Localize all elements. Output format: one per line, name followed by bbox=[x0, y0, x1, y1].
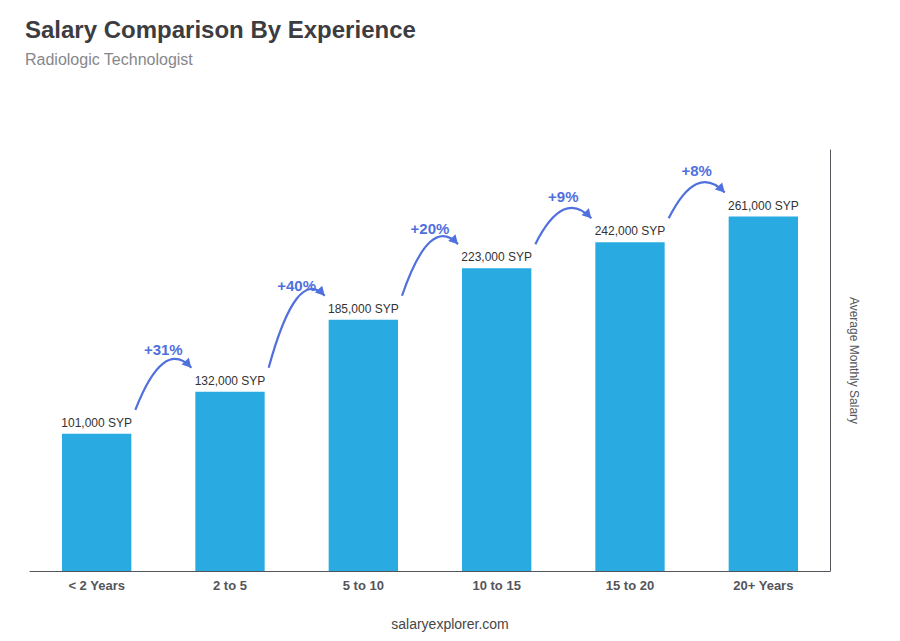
svg-text:185,000 SYP: 185,000 SYP bbox=[328, 302, 399, 316]
svg-text:+20%: +20% bbox=[411, 220, 450, 237]
svg-text:261,000 SYP: 261,000 SYP bbox=[728, 199, 799, 213]
svg-text:+9%: +9% bbox=[548, 188, 578, 205]
svg-text:223,000 SYP: 223,000 SYP bbox=[461, 250, 532, 264]
svg-text:+31%: +31% bbox=[144, 341, 183, 358]
svg-text:20+ Years: 20+ Years bbox=[733, 578, 793, 593]
svg-text:Radiologic Technologist: Radiologic Technologist bbox=[25, 51, 193, 68]
svg-text:Salary Comparison By Experienc: Salary Comparison By Experience bbox=[25, 16, 416, 43]
svg-text:Average Monthly Salary: Average Monthly Salary bbox=[847, 297, 861, 424]
svg-text:2 to 5: 2 to 5 bbox=[213, 578, 247, 593]
svg-text:242,000 SYP: 242,000 SYP bbox=[595, 224, 666, 238]
svg-text:101,000 SYP: 101,000 SYP bbox=[61, 416, 132, 430]
svg-text:15 to 20: 15 to 20 bbox=[606, 578, 654, 593]
svg-text:10 to 15: 10 to 15 bbox=[472, 578, 520, 593]
svg-text:132,000 SYP: 132,000 SYP bbox=[195, 374, 266, 388]
svg-text:5 to 10: 5 to 10 bbox=[343, 578, 384, 593]
svg-text:< 2 Years: < 2 Years bbox=[68, 578, 125, 593]
svg-text:+40%: +40% bbox=[277, 277, 316, 294]
svg-text:salaryexplorer.com: salaryexplorer.com bbox=[391, 616, 509, 632]
svg-text:+8%: +8% bbox=[681, 162, 711, 179]
